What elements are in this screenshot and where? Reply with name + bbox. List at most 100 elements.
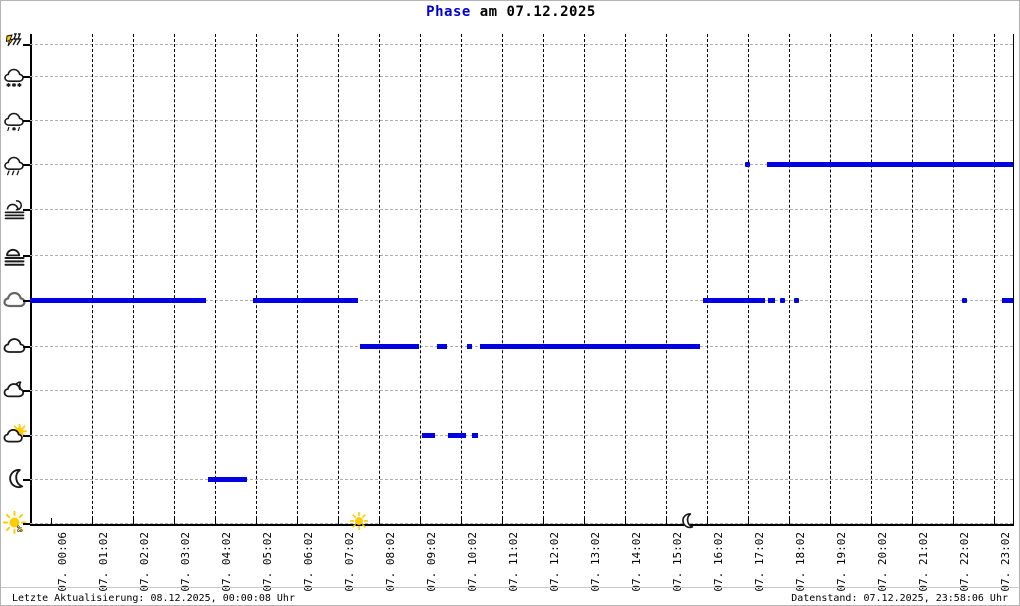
data-series-marker — [422, 433, 436, 438]
data-series-marker — [766, 162, 1014, 167]
y-axis-tick — [23, 390, 30, 392]
partly-cloudy-night-icon — [3, 378, 27, 402]
vertical-gridline — [379, 34, 380, 524]
partly-cloudy-day-icon — [3, 423, 27, 447]
x-axis-label: 07. 09:02 — [425, 532, 438, 592]
cloud-rain-icon — [3, 152, 27, 176]
x-axis-label: 07. 23:02 — [999, 532, 1012, 592]
x-axis-tick — [748, 518, 749, 525]
x-axis-label: 07. 18:02 — [794, 532, 807, 592]
page-title-rest: am 07.12.2025 — [479, 4, 596, 20]
x-axis-tick — [420, 518, 421, 525]
vertical-gridline — [748, 34, 749, 524]
data-series-marker — [744, 162, 750, 167]
x-axis-tick — [666, 518, 667, 525]
vertical-gridline — [133, 34, 134, 524]
vertical-gridline — [92, 34, 93, 524]
data-series-marker — [768, 298, 775, 303]
horizontal-gridline — [30, 435, 1013, 436]
x-axis-tick — [625, 518, 626, 525]
x-axis-label: 07. 10:02 — [466, 532, 479, 592]
x-axis-label: 07. 04:02 — [220, 532, 233, 592]
y-axis-tick — [23, 255, 30, 257]
vertical-gridline — [420, 34, 421, 524]
horizontal-gridline — [30, 300, 1013, 301]
x-axis-label: 07. 13:02 — [589, 532, 602, 592]
vertical-gridline — [871, 34, 872, 524]
x-axis-tick — [871, 518, 872, 525]
percent-mark: ‰ — [17, 525, 23, 535]
page-title-accent: Phase — [426, 4, 471, 20]
cloudy-icon — [3, 334, 27, 358]
vertical-gridline — [502, 34, 503, 524]
x-axis-tick — [502, 518, 503, 525]
x-axis-label: 07. 19:02 — [835, 532, 848, 592]
vertical-gridline — [215, 34, 216, 524]
vertical-gridline — [994, 34, 995, 524]
data-series-marker — [30, 298, 206, 303]
cloud-sleet-icon — [3, 108, 27, 132]
vertical-gridline — [256, 34, 257, 524]
horizontal-gridline — [30, 255, 1013, 256]
x-axis-tick — [912, 518, 913, 525]
horizontal-gridline — [30, 76, 1013, 77]
x-axis-label: 07. 08:02 — [384, 532, 397, 592]
horizontal-gridline — [30, 164, 1013, 165]
data-series-marker — [448, 433, 466, 438]
sun-fog-icon — [3, 197, 27, 221]
y-axis-tick — [23, 76, 30, 78]
y-axis-tick — [23, 479, 30, 481]
x-axis-tick — [133, 518, 134, 525]
data-series-marker — [480, 344, 700, 349]
last-update-text: Letzte Aktualisierung: 08.12.2025, 00:00… — [12, 593, 295, 604]
x-axis-label: 07. 16:02 — [712, 532, 725, 592]
x-axis-tick — [543, 518, 544, 525]
data-series-marker — [793, 298, 799, 303]
clear-day-icon — [3, 511, 27, 535]
horizontal-gridline — [30, 390, 1013, 391]
vertical-gridline — [789, 34, 790, 524]
x-axis-tick — [215, 518, 216, 525]
x-axis-tick — [830, 518, 831, 525]
x-axis-tick — [461, 518, 462, 525]
x-axis-label: 07. 20:02 — [876, 532, 889, 592]
x-axis-tick — [174, 518, 175, 525]
data-series-marker — [780, 298, 786, 303]
sunset-icon — [678, 512, 696, 530]
x-axis-label: 07. 11:02 — [507, 532, 520, 592]
x-axis-tick — [953, 518, 954, 525]
y-axis-tick — [23, 164, 30, 166]
x-axis-tick — [51, 518, 52, 525]
x-axis-label: 07. 14:02 — [630, 532, 643, 592]
overcast-cloud-icon — [3, 288, 27, 312]
x-axis-label: 07. 06:02 — [302, 532, 315, 592]
y-axis-tick — [23, 346, 30, 348]
x-axis-label: 07. 21:02 — [917, 532, 930, 592]
horizontal-gridline — [30, 479, 1013, 480]
data-series-marker — [472, 433, 479, 438]
plot-right-border — [1013, 34, 1014, 525]
x-axis-tick — [789, 518, 790, 525]
x-axis-label: 07. 01:02 — [97, 532, 110, 592]
vertical-gridline — [584, 34, 585, 524]
vertical-gridline — [461, 34, 462, 524]
x-axis-label: 07. 02:02 — [138, 532, 151, 592]
x-axis-label: 07. 12:02 — [548, 532, 561, 592]
fog-icon — [3, 243, 27, 267]
data-series-marker — [207, 477, 248, 482]
page-title: Phase am 07.12.2025 — [1, 4, 1020, 20]
clear-night-icon — [3, 467, 27, 491]
data-series-marker — [703, 298, 766, 303]
vertical-gridline — [707, 34, 708, 524]
vertical-gridline — [297, 34, 298, 524]
y-axis-tick — [23, 435, 30, 437]
plot-area — [30, 34, 1014, 524]
data-series-marker — [467, 344, 473, 349]
vertical-gridline — [953, 34, 954, 524]
x-axis-tick — [256, 518, 257, 525]
data-series-marker — [1001, 298, 1014, 303]
x-axis-label: 07. 22:02 — [958, 532, 971, 592]
y-axis-tick — [23, 44, 30, 46]
sunrise-icon — [350, 511, 369, 531]
x-axis-label: 07. 05:02 — [261, 532, 274, 592]
